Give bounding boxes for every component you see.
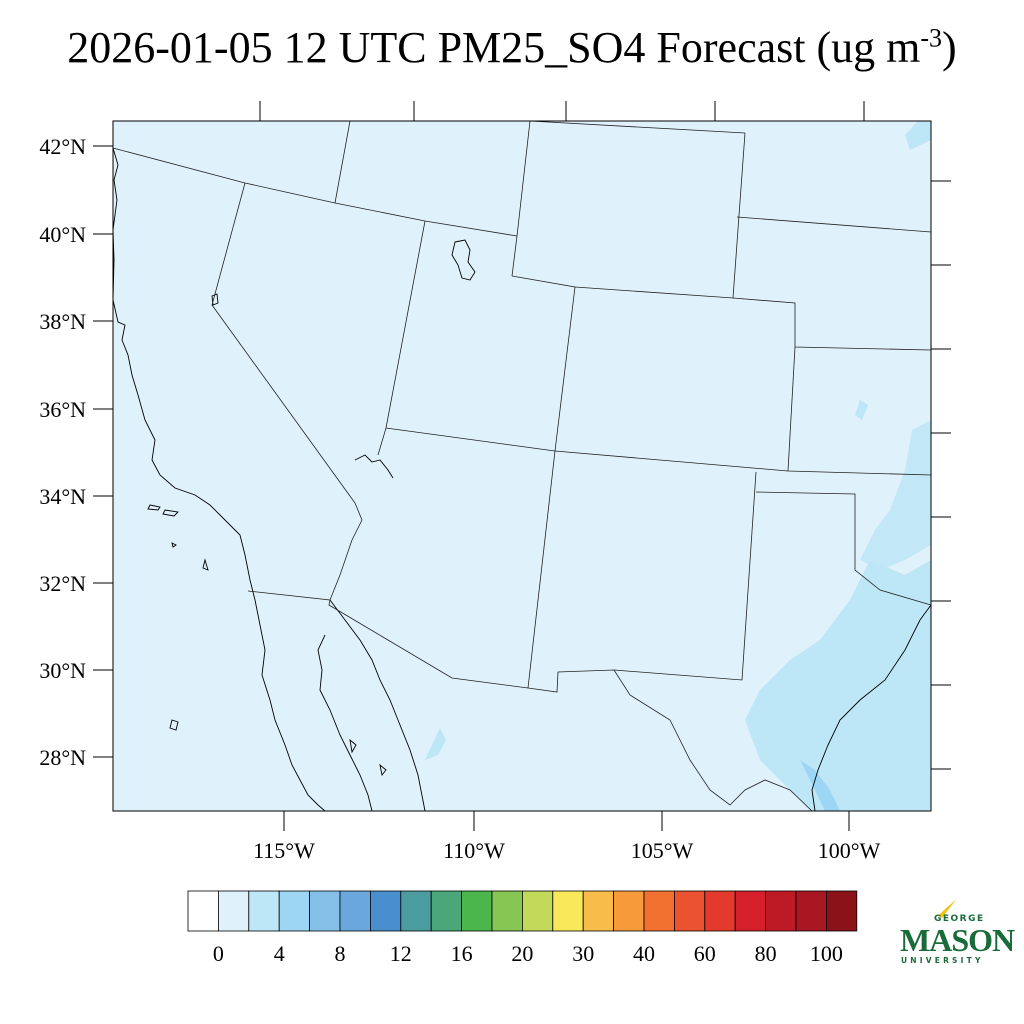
logo-mason: MASON <box>900 922 1015 958</box>
political-boundaries <box>112 120 932 812</box>
colorbar-swatch <box>309 890 341 932</box>
lat-label: 36°N <box>39 397 86 422</box>
bottom-ticks <box>283 811 850 831</box>
logo-university: UNIVERSITY <box>901 956 984 965</box>
colorbar-label: 30 <box>572 941 594 966</box>
lat-label: 30°N <box>39 658 86 683</box>
lat-label: 40°N <box>39 222 86 247</box>
map-frame <box>112 120 932 812</box>
left-ticks <box>93 145 113 758</box>
colorbar-swatch <box>339 890 371 932</box>
border-az-nm <box>527 450 556 689</box>
colorbar-labels: 0 4 8 12 16 20 30 40 60 80 100 <box>213 941 843 966</box>
border-ca-az <box>329 502 363 601</box>
lon-label: 110°W <box>443 838 505 863</box>
longitude-labels: 115°W 110°W 105°W 100°W <box>253 838 880 863</box>
colorbar-swatch <box>369 890 402 932</box>
page-title: 2026-01-05 12 UTC PM25_SO4 Forecast (ug … <box>0 22 1024 73</box>
lat-label: 38°N <box>39 309 86 334</box>
border-nm-tx <box>613 471 757 681</box>
lake-mead <box>354 454 394 479</box>
colorbar-label: 100 <box>810 941 843 966</box>
border-ok-tx <box>755 491 932 606</box>
colorbar-swatch <box>400 890 432 932</box>
colorbar-swatch <box>643 890 675 932</box>
colorbar-label: 8 <box>335 941 346 966</box>
border-wy-id <box>516 120 531 237</box>
colorbar-label: 80 <box>755 941 777 966</box>
colorbar-swatch <box>704 890 736 932</box>
colorbar-label: 40 <box>633 941 655 966</box>
lat-label: 42°N <box>39 134 86 159</box>
border-ne-sd <box>736 216 932 233</box>
border-wy-west <box>511 235 518 277</box>
gulf-of-california-east <box>329 599 426 812</box>
colorbar-swatch <box>552 890 584 932</box>
shade-ne-corner <box>905 121 931 150</box>
shade-texas-coast <box>745 560 931 811</box>
border-co-ks <box>787 346 796 472</box>
concentration-shading <box>425 121 931 811</box>
colorbar-label: 16 <box>451 941 473 966</box>
border-co-nm <box>554 450 932 476</box>
colorbar-swatch <box>826 890 858 932</box>
baja-east-coast <box>317 634 373 812</box>
colorbar <box>187 890 858 932</box>
border-ne-ks <box>732 297 932 351</box>
colorbar-label: 20 <box>511 941 533 966</box>
colorbar-swatch <box>734 890 767 932</box>
colorbar-swatch <box>278 890 311 932</box>
great-salt-lake <box>451 239 476 281</box>
colorbar-swatch <box>461 890 493 932</box>
title-superscript: -3 <box>920 23 943 53</box>
island-baja <box>169 719 387 777</box>
shade-deeper-coast <box>800 760 840 811</box>
gmu-logo: GEORGE MASON UNIVERSITY <box>898 896 1015 976</box>
border-us-mexico <box>247 590 813 812</box>
lat-label: 28°N <box>39 745 86 770</box>
colorbar-swatch <box>430 890 463 932</box>
colorbar-swatch <box>613 890 645 932</box>
colorbar-swatch <box>522 890 554 932</box>
colorbar-label: 60 <box>694 941 716 966</box>
title-close: ) <box>942 23 957 72</box>
colorbar-swatch <box>217 890 250 932</box>
title-text: 2026-01-05 12 UTC PM25_SO4 Forecast (ug … <box>67 23 921 72</box>
colorbar-swatch <box>248 890 280 932</box>
colorbar-label: 4 <box>274 941 285 966</box>
colorbar-swatch <box>187 890 219 932</box>
logo-george: GEORGE <box>934 914 985 924</box>
border-id-nv-ut <box>334 120 351 204</box>
islands-and-lakes <box>147 239 476 777</box>
lon-label: 115°W <box>253 838 315 863</box>
colorbar-swatch <box>491 890 523 932</box>
lat-label: 34°N <box>39 484 86 509</box>
shade-east-plains <box>860 420 931 570</box>
colorbar-label: 0 <box>213 941 224 966</box>
border-ca-nv <box>211 182 356 504</box>
colorbar-swatch <box>582 890 615 932</box>
gulf-of-mexico-coast <box>811 604 932 812</box>
logo-swoosh-icon <box>938 900 956 918</box>
border-wy-north <box>529 120 746 134</box>
top-ticks <box>259 101 865 121</box>
colorbar-swatch <box>765 890 797 932</box>
border-ut-az <box>385 427 556 452</box>
colorbar-label: 12 <box>390 941 412 966</box>
right-ticks <box>931 180 951 770</box>
lon-label: 100°W <box>818 838 881 863</box>
colorbar-swatch <box>795 890 827 932</box>
shade-kansas-spot <box>855 400 868 420</box>
lon-label: 105°W <box>631 838 694 863</box>
latitude-labels: 42°N 40°N 38°N 36°N 34°N 32°N 30°N 28°N <box>39 134 86 770</box>
colorbar-swatch <box>674 890 706 932</box>
shade-mexico-spot <box>425 728 446 760</box>
channel-islands <box>147 504 209 571</box>
lat-label: 32°N <box>39 571 86 596</box>
